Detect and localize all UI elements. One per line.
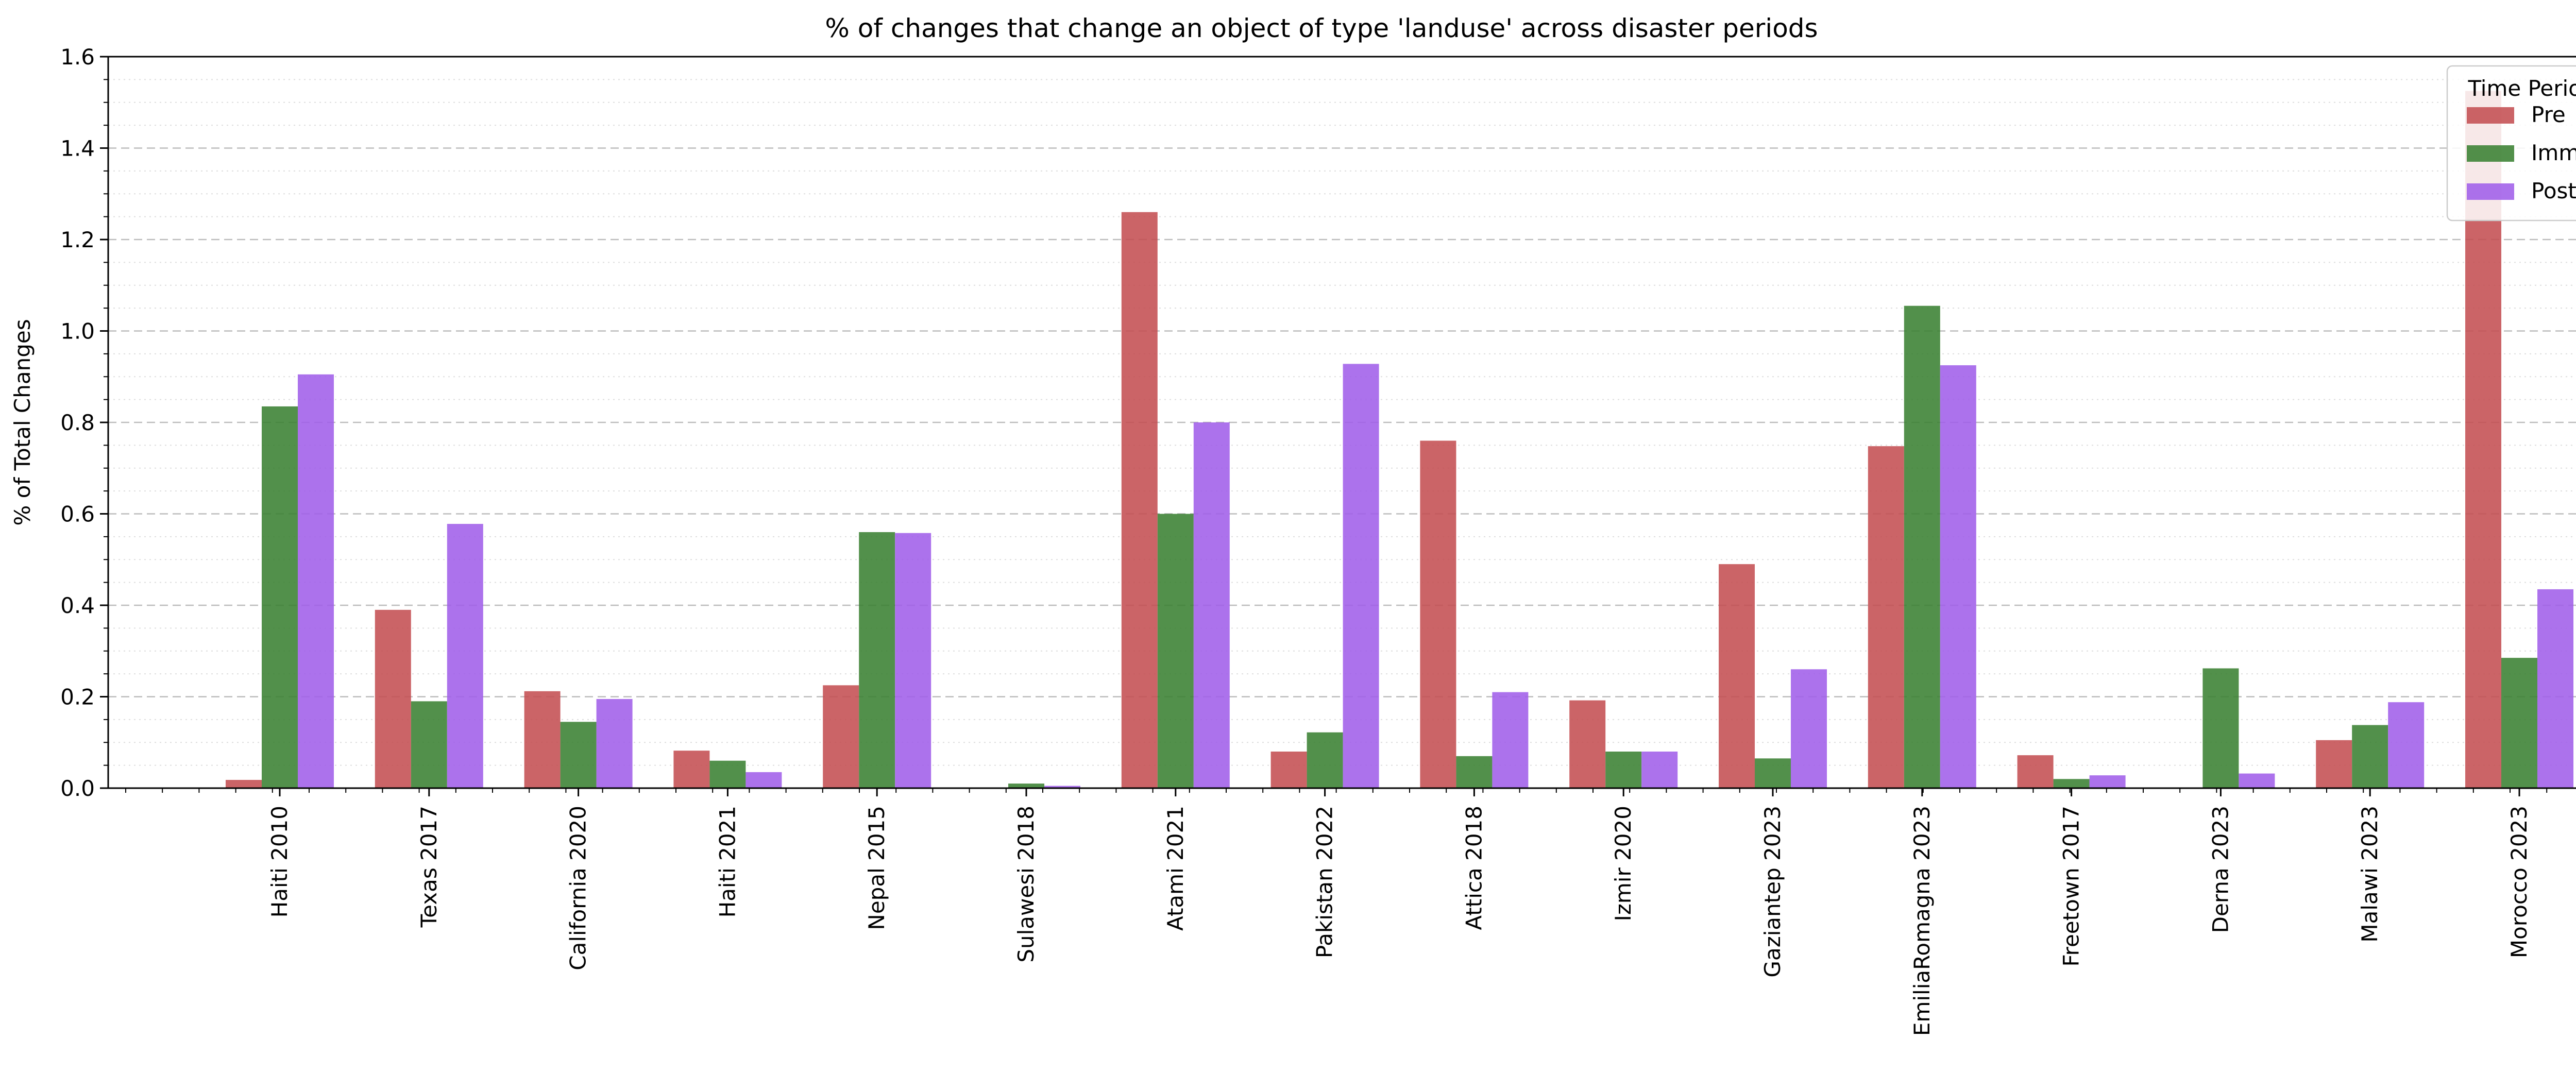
legend-label-imm: Imm (2531, 140, 2576, 165)
bar-imm-10 (1605, 752, 1642, 788)
y-tick-label: 1.4 (60, 136, 95, 161)
bar-imm-14 (2202, 668, 2239, 788)
bar-post-2 (447, 524, 483, 788)
y-tick-label: 1.6 (60, 44, 95, 70)
x-tick-label: Malawi 2023 (2357, 806, 2382, 943)
bar-post-11 (1791, 669, 1827, 788)
bar-pre-1 (226, 780, 262, 788)
bar-post-8 (1343, 364, 1379, 788)
legend-label-pre: Pre (2531, 102, 2566, 127)
legend-swatch-post (2467, 183, 2514, 200)
bar-post-7 (1193, 422, 1230, 788)
bar-post-3 (596, 699, 633, 788)
bar-post-1 (298, 374, 334, 788)
x-tick-label: Texas 2017 (416, 806, 442, 928)
legend-label-post: Post (2531, 178, 2576, 203)
bar-imm-9 (1456, 756, 1493, 788)
x-tick-label: Atami 2021 (1163, 806, 1188, 931)
bar-pre-8 (1270, 752, 1307, 788)
x-tick-label: Freetown 2017 (2059, 806, 2084, 967)
legend-box (2446, 65, 2576, 222)
bar-imm-13 (2053, 779, 2090, 788)
bar-imm-6 (1008, 784, 1044, 788)
bar-imm-16 (2501, 658, 2537, 788)
y-tick-label: 0.8 (60, 410, 95, 435)
bar-imm-12 (1904, 305, 1940, 788)
bar-post-15 (2388, 702, 2425, 788)
legend: Time PeriodPre Imm Post (2446, 65, 2576, 222)
bar-post-5 (895, 533, 931, 788)
bar-pre-12 (1868, 446, 1904, 788)
x-tick-label: Haiti 2010 (267, 806, 292, 917)
bar-imm-3 (560, 722, 597, 788)
x-tick-label: Haiti 2021 (715, 806, 740, 917)
y-tick-label: 0.0 (60, 776, 95, 801)
bar-imm-1 (262, 406, 298, 788)
x-tick-label: Sulawesi 2018 (1013, 806, 1039, 963)
bar-post-4 (745, 772, 782, 788)
bar-imm-4 (709, 760, 746, 788)
y-axis-label: % of Total Changes (10, 319, 35, 525)
bar-imm-8 (1307, 732, 1343, 788)
bar-post-13 (2089, 775, 2126, 788)
bar-pre-11 (1719, 564, 1755, 788)
bar-post-9 (1492, 692, 1529, 788)
y-tick-label: 0.2 (60, 685, 95, 710)
x-tick-label: EmiliaRomagna 2023 (1909, 806, 1935, 1036)
bar-post-12 (1940, 365, 1976, 788)
y-tick-label: 0.6 (60, 502, 95, 527)
bar-pre-15 (2316, 740, 2352, 788)
legend-title: Time Period (2467, 76, 2576, 101)
bar-post-14 (2239, 773, 2275, 788)
x-tick-label: California 2020 (566, 806, 591, 970)
x-tick-label: Gaziantep 2023 (1760, 806, 1785, 978)
bar-pre-7 (1121, 212, 1158, 788)
bar-imm-15 (2352, 725, 2388, 788)
bar-pre-9 (1420, 440, 1456, 788)
bar-imm-7 (1157, 514, 1194, 788)
x-axis: Haiti 2010 Texas 2017 California 2020 Haiti… (125, 788, 2548, 1036)
bar-post-6 (1044, 786, 1080, 788)
bar-pre-3 (524, 691, 561, 788)
legend-swatch-imm (2467, 145, 2514, 162)
legend-swatch-pre (2467, 107, 2514, 124)
bar-imm-5 (859, 532, 895, 788)
bar-pre-13 (2017, 755, 2054, 788)
chart-title: % of changes that change an object of ty… (825, 13, 1818, 43)
bar-imm-11 (1755, 758, 1791, 788)
bar-imm-2 (411, 701, 447, 788)
y-axis: 0.0 0.2 0.4 0.6 0.8 1.0 1.2 1.4 1.6 (60, 44, 108, 801)
x-tick-label: Pakistan 2022 (1312, 806, 1337, 958)
bar-pre-10 (1569, 700, 1606, 788)
y-tick-label: 1.0 (60, 319, 95, 344)
x-tick-label: Nepal 2015 (864, 806, 889, 930)
bar-post-10 (1641, 752, 1678, 788)
y-tick-label: 0.4 (60, 593, 95, 618)
bar-pre-4 (673, 751, 710, 788)
x-tick-label: Izmir 2020 (1611, 806, 1636, 922)
x-tick-label: Derna 2023 (2208, 806, 2233, 933)
y-tick-label: 1.2 (60, 227, 95, 252)
x-tick-label: Attica 2018 (1461, 806, 1486, 930)
bar-post-16 (2537, 589, 2573, 788)
x-tick-label: Morocco 2023 (2506, 806, 2532, 958)
bar-pre-5 (823, 685, 859, 788)
bar-pre-2 (375, 609, 411, 788)
